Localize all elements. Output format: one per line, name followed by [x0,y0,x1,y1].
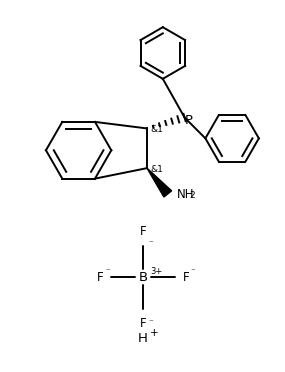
Text: ⁻: ⁻ [148,239,153,248]
Text: NH: NH [177,189,194,201]
Polygon shape [147,168,172,197]
Text: ⁻: ⁻ [105,267,110,276]
Text: ⁻: ⁻ [148,318,153,327]
Text: &1: &1 [150,125,163,134]
Text: ⁻: ⁻ [191,267,195,276]
Text: F: F [183,271,189,284]
Text: F: F [140,317,146,330]
Text: B: B [139,271,148,284]
Text: +: + [150,328,158,338]
Text: 2: 2 [190,192,195,201]
Text: F: F [140,225,146,238]
Text: &1: &1 [150,165,163,174]
Text: H: H [138,332,148,345]
Text: F: F [97,271,103,284]
Text: 3+: 3+ [150,267,162,276]
Text: P: P [185,114,193,127]
